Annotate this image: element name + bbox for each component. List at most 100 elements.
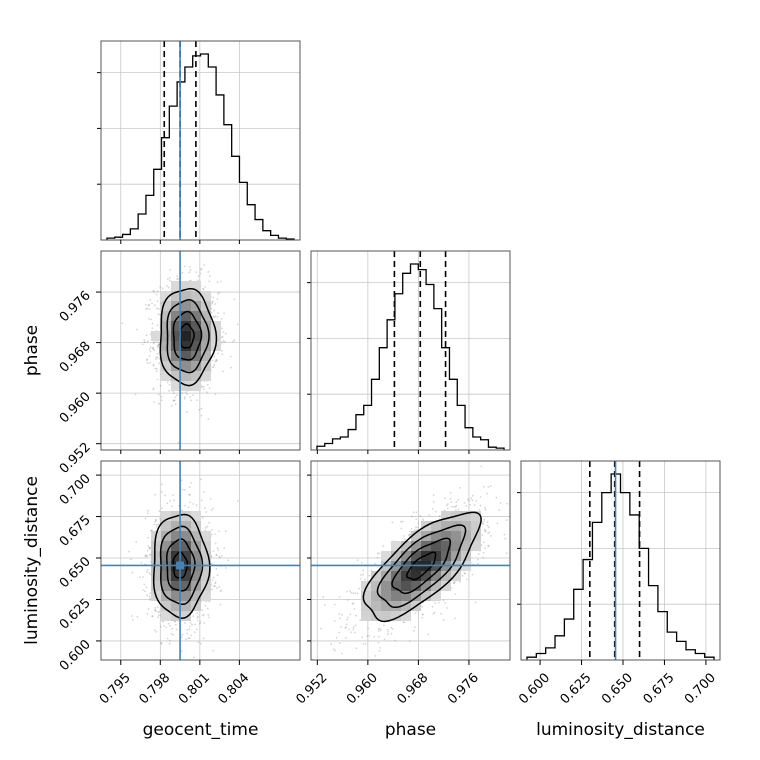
sample-point	[220, 280, 222, 283]
sample-point	[189, 622, 192, 624]
sample-point	[378, 628, 381, 630]
sample-point	[211, 301, 214, 304]
sample-point	[151, 615, 154, 618]
sample-point	[208, 521, 211, 524]
sample-point	[517, 489, 519, 491]
sample-point	[432, 501, 435, 503]
sample-point	[160, 396, 163, 398]
sample-point	[152, 363, 155, 366]
density-cell	[181, 531, 191, 541]
hist-panel-phase	[307, 250, 511, 451]
sample-point	[341, 652, 343, 655]
contour-line	[159, 287, 218, 387]
density-cell	[201, 291, 211, 301]
sample-point	[202, 637, 205, 640]
sample-point	[488, 531, 491, 533]
density-cell	[421, 581, 431, 591]
sample-point	[152, 341, 155, 344]
contour-line	[172, 310, 203, 361]
sample-point	[154, 493, 157, 496]
sample-point	[177, 277, 180, 280]
sample-point	[153, 349, 156, 352]
sample-point	[233, 339, 236, 342]
sample-point	[414, 612, 417, 614]
sample-point	[355, 614, 357, 617]
sample-point	[145, 555, 148, 558]
sample-point	[211, 302, 214, 305]
sample-point	[349, 590, 351, 592]
sample-point	[197, 641, 200, 643]
sample-point	[435, 510, 437, 513]
density-cell	[411, 591, 421, 601]
sample-point	[180, 479, 183, 482]
sample-point	[203, 388, 205, 391]
sample-point	[455, 504, 458, 507]
sample-point	[162, 621, 165, 623]
sample-point	[359, 574, 362, 576]
sample-point	[159, 517, 161, 520]
sample-point	[213, 585, 215, 588]
sample-point	[233, 298, 236, 301]
sample-point	[159, 625, 162, 628]
sample-point	[415, 511, 418, 514]
sample-point	[187, 637, 190, 639]
y-tick-label: 0.675	[57, 513, 94, 550]
density-cell	[461, 531, 471, 541]
sample-point	[353, 608, 356, 610]
sample-point	[157, 345, 160, 348]
sample-point	[212, 550, 215, 552]
sample-point	[236, 323, 239, 326]
sample-point	[187, 506, 190, 509]
sample-point	[156, 606, 159, 609]
sample-point	[377, 630, 380, 632]
sample-point	[144, 517, 147, 520]
sample-point	[479, 496, 482, 498]
contour-line	[166, 299, 210, 374]
panel-frame	[520, 460, 721, 661]
sample-point	[224, 567, 227, 569]
density-cell	[391, 601, 401, 611]
sample-point	[370, 569, 373, 571]
density-cell	[181, 601, 191, 611]
sample-point	[147, 608, 150, 610]
sample-point	[344, 627, 347, 629]
density-cell	[371, 571, 381, 581]
sample-point	[132, 619, 134, 621]
sample-point	[447, 503, 449, 505]
histogram-phase	[316, 263, 505, 450]
sample-point	[169, 639, 172, 642]
density-cell	[191, 301, 201, 311]
sample-point	[160, 399, 163, 402]
sample-point	[189, 493, 192, 496]
sample-point	[146, 362, 149, 364]
density-cell	[421, 591, 431, 601]
sample-point	[147, 536, 149, 539]
sample-point	[151, 615, 154, 617]
sample-point	[477, 553, 480, 556]
density-cell	[181, 551, 191, 561]
density-cell	[431, 591, 441, 601]
sample-point	[217, 292, 219, 295]
sample-point	[453, 582, 455, 585]
sample-point	[181, 392, 184, 395]
density-cell	[151, 571, 161, 581]
sample-point	[172, 392, 175, 395]
sample-point	[236, 500, 239, 502]
density-cell	[401, 591, 411, 601]
sample-point	[224, 332, 227, 335]
sample-point	[172, 634, 175, 636]
sample-point	[152, 364, 155, 367]
sample-point	[438, 515, 441, 518]
sample-point	[205, 511, 208, 513]
sample-point	[471, 499, 474, 502]
sample-point	[214, 303, 217, 305]
sample-point	[217, 352, 219, 355]
hist-panel-luminosity_distance	[517, 460, 721, 661]
density-cell	[361, 591, 371, 601]
sample-point	[434, 602, 437, 605]
sample-point	[174, 396, 177, 399]
density-cell	[451, 531, 461, 541]
sample-point	[455, 501, 458, 503]
sample-point	[466, 578, 468, 581]
sample-point	[482, 541, 485, 544]
